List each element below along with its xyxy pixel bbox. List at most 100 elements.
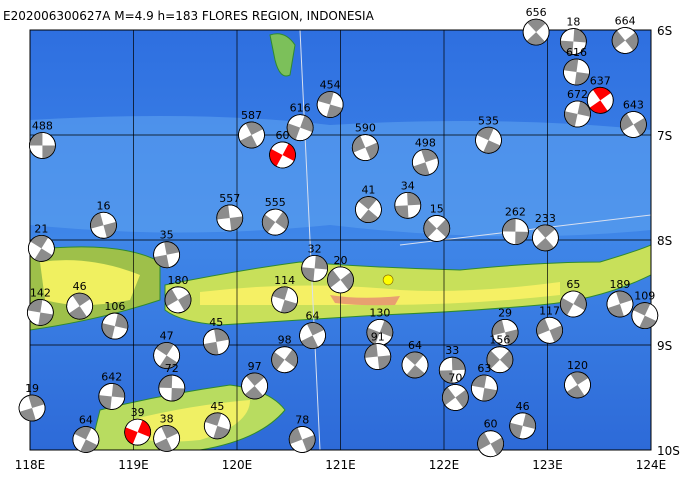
ball-compression [216,205,243,231]
ball-outline [502,218,529,246]
focal-mechanism [423,215,451,242]
focal-mechanism [564,371,591,399]
ball-compression [566,371,589,398]
ball-outline [470,374,498,402]
focal-mechanism [299,322,326,349]
ball-compression [300,322,325,349]
focal-mechanism [18,394,46,422]
depth-label: 46 [73,280,87,293]
depth-label: 34 [401,179,415,192]
ball-outline [27,234,55,262]
ball-outline [559,28,587,55]
ball-outline [611,27,639,54]
ball-outline [477,430,504,458]
ball-compression [471,375,498,402]
ball-outline [29,132,56,159]
depth-label: 78 [295,414,309,427]
focal-mechanism [477,430,504,458]
focal-mechanism [491,318,519,346]
depth-label: 672 [567,88,588,101]
focal-mechanism [522,18,550,46]
ball-compression [269,143,296,167]
depth-label: 39 [131,406,145,419]
depth-label: 18 [566,16,580,29]
focal-mechanism [153,425,181,452]
ball-outline [124,418,152,446]
ball-compression [476,127,501,154]
depth-label: 45 [210,400,224,413]
ball-outline [411,148,439,176]
focal-mechanism [364,343,392,370]
depth-label: 64 [79,414,93,427]
x-tick-label: 124E [636,458,667,472]
y-tick-label: 10S [657,444,680,458]
ball-compression [204,412,230,439]
ball-compression [239,122,264,148]
depth-label: 180 [168,274,189,287]
focal-mechanism [271,286,299,314]
ball-compression [477,432,504,456]
depth-label: 32 [308,242,322,255]
ball-outline [158,374,186,402]
focal-mechanism [158,374,186,402]
x-tick-label: 119E [118,458,149,472]
depth-label: 587 [241,109,262,122]
depth-label: 97 [248,360,262,373]
ball-compression [262,211,289,233]
ball-compression [526,19,546,46]
depth-label: 114 [274,274,295,287]
depth-label: 16 [96,199,110,212]
ball-compression [289,427,316,452]
ball-outline [401,351,429,379]
ball-outline [423,215,451,242]
ball-compression [633,302,657,329]
depth-label: 642 [101,370,122,383]
focal-mechanism [26,299,54,326]
ball-outline [355,196,382,223]
depth-label: 189 [609,278,630,291]
ball-compression [486,350,513,369]
y-tick-label: 7S [657,129,672,143]
ball-outline [269,141,296,169]
depth-label: 72 [165,362,179,375]
depth-label: 616 [290,102,311,115]
focal-mechanism [441,384,469,411]
ball-outline [153,342,181,369]
focal-mechanism [564,100,591,128]
depth-label: 38 [160,412,174,425]
focal-mechanism [29,132,56,159]
depth-label: 488 [32,120,53,133]
depth-label: 19 [25,382,39,395]
focal-mechanism [216,204,244,232]
ball-outline [438,356,466,384]
ball-compression [413,149,438,176]
ball-compression [352,135,379,160]
ball-compression [124,420,151,445]
ball-compression [154,425,179,452]
focal-mechanism [316,91,344,118]
ball-outline [101,312,129,340]
ball-outline [486,346,514,374]
ball-outline [586,86,614,114]
ball-compression [405,351,425,378]
focal-mechanism [486,346,514,374]
ball-compression [364,343,391,370]
ball-outline [153,241,181,269]
focal-mechanism [90,211,117,239]
y-tick-label: 8S [657,234,672,248]
ball-compression [165,288,191,312]
depth-label: 656 [526,6,547,19]
focal-mechanism [153,241,181,269]
ball-compression [509,413,536,439]
focal-mechanism [470,374,498,402]
ball-outline [301,254,329,282]
ball-outline [441,384,469,411]
focal-mechanism [611,27,639,54]
depth-label: 46 [516,400,530,413]
focal-mechanism [202,328,230,356]
ball-compression [564,101,591,127]
ball-outline [66,292,94,320]
focal-mechanism [475,126,502,154]
ball-outline [327,266,354,294]
